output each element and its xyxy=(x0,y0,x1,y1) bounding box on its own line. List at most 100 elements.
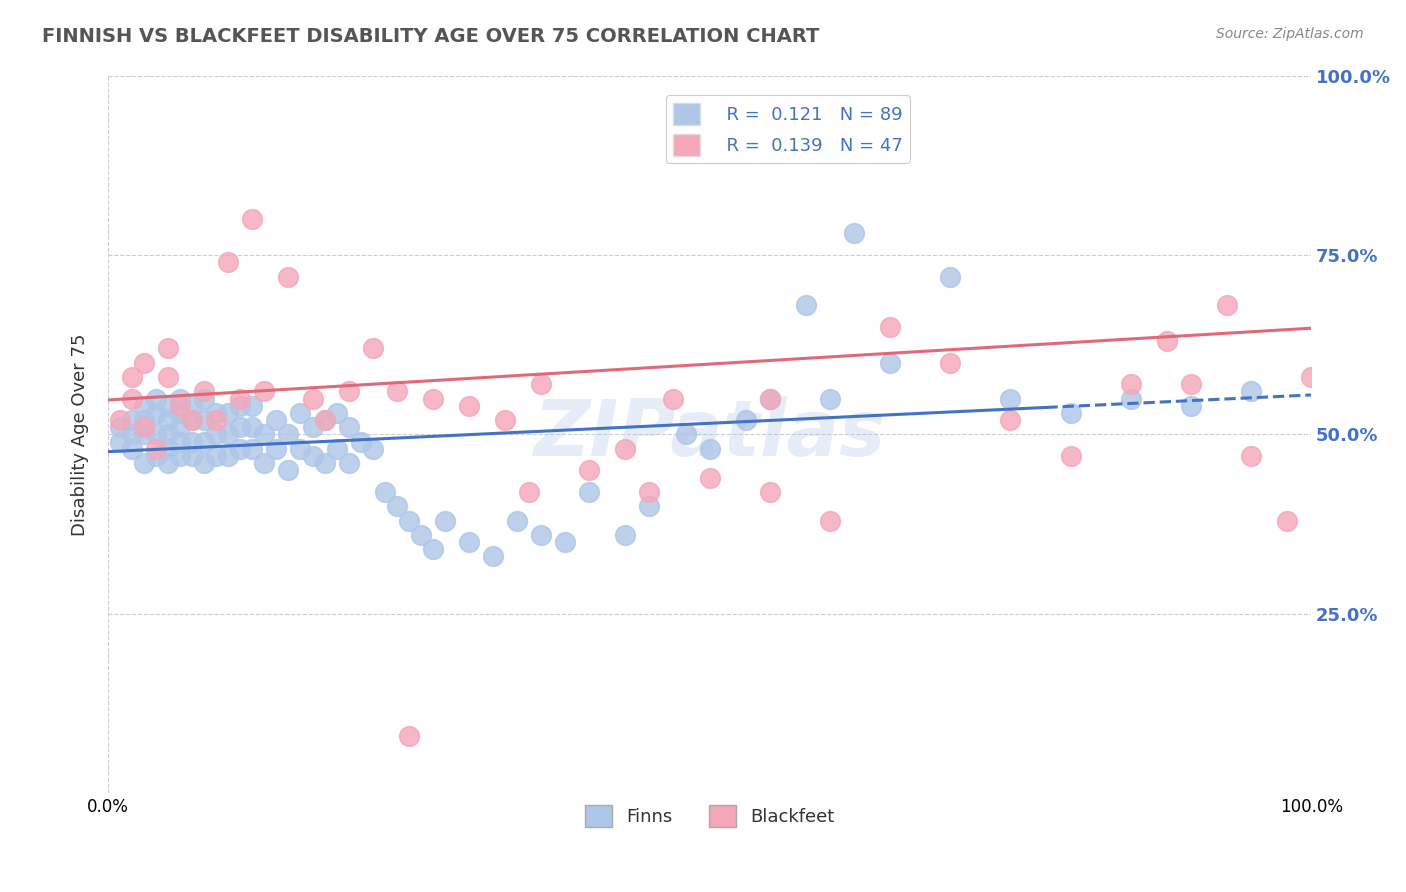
Point xyxy=(530,377,553,392)
Point xyxy=(253,384,276,399)
Point xyxy=(374,484,396,499)
Point xyxy=(169,434,191,449)
Point xyxy=(734,413,756,427)
Point xyxy=(1059,406,1081,420)
Point xyxy=(121,442,143,456)
Point xyxy=(217,427,239,442)
Point xyxy=(818,392,841,406)
Point xyxy=(758,484,780,499)
Point xyxy=(350,434,373,449)
Point xyxy=(229,420,252,434)
Point xyxy=(385,500,408,514)
Point xyxy=(314,413,336,427)
Point xyxy=(229,442,252,456)
Point xyxy=(482,549,505,564)
Point xyxy=(240,212,263,227)
Point xyxy=(699,470,721,484)
Point xyxy=(1000,392,1022,406)
Point xyxy=(157,442,180,456)
Point xyxy=(181,399,204,413)
Point xyxy=(1180,399,1202,413)
Point xyxy=(181,434,204,449)
Point xyxy=(578,484,600,499)
Point xyxy=(266,442,288,456)
Point xyxy=(794,298,817,312)
Point xyxy=(157,456,180,470)
Point xyxy=(301,420,323,434)
Legend: Finns, Blackfeet: Finns, Blackfeet xyxy=(578,798,842,835)
Point xyxy=(325,406,347,420)
Point xyxy=(121,370,143,384)
Point xyxy=(290,442,312,456)
Point xyxy=(132,456,155,470)
Point xyxy=(494,413,516,427)
Point xyxy=(290,406,312,420)
Point xyxy=(132,420,155,434)
Point xyxy=(1180,377,1202,392)
Point xyxy=(229,399,252,413)
Point xyxy=(132,356,155,370)
Point xyxy=(145,427,167,442)
Point xyxy=(157,427,180,442)
Point xyxy=(614,528,637,542)
Point xyxy=(337,384,360,399)
Point xyxy=(217,406,239,420)
Point xyxy=(193,384,215,399)
Point xyxy=(301,392,323,406)
Point xyxy=(217,255,239,269)
Point xyxy=(217,449,239,463)
Point xyxy=(132,413,155,427)
Point xyxy=(879,356,901,370)
Point xyxy=(422,392,444,406)
Point xyxy=(433,514,456,528)
Point xyxy=(1156,334,1178,348)
Point xyxy=(314,413,336,427)
Point xyxy=(1119,377,1142,392)
Point xyxy=(108,434,131,449)
Point xyxy=(266,413,288,427)
Point xyxy=(169,399,191,413)
Point xyxy=(818,514,841,528)
Point xyxy=(662,392,685,406)
Point xyxy=(530,528,553,542)
Point xyxy=(157,399,180,413)
Point xyxy=(108,413,131,427)
Point xyxy=(205,449,228,463)
Point xyxy=(337,456,360,470)
Point xyxy=(193,456,215,470)
Point xyxy=(145,449,167,463)
Point xyxy=(193,392,215,406)
Point xyxy=(132,427,155,442)
Point xyxy=(1301,370,1323,384)
Point xyxy=(121,427,143,442)
Point xyxy=(939,269,962,284)
Point xyxy=(169,392,191,406)
Point xyxy=(398,514,420,528)
Point xyxy=(193,413,215,427)
Point xyxy=(614,442,637,456)
Point xyxy=(169,406,191,420)
Point xyxy=(361,341,384,355)
Point xyxy=(1000,413,1022,427)
Point xyxy=(879,319,901,334)
Point xyxy=(1240,384,1263,399)
Point xyxy=(181,413,204,427)
Point xyxy=(638,500,661,514)
Text: FINNISH VS BLACKFEET DISABILITY AGE OVER 75 CORRELATION CHART: FINNISH VS BLACKFEET DISABILITY AGE OVER… xyxy=(42,27,820,45)
Point xyxy=(193,434,215,449)
Point xyxy=(157,370,180,384)
Point xyxy=(205,427,228,442)
Point xyxy=(1275,514,1298,528)
Point xyxy=(229,392,252,406)
Point xyxy=(1240,449,1263,463)
Point xyxy=(517,484,540,499)
Point xyxy=(361,442,384,456)
Point xyxy=(169,449,191,463)
Point xyxy=(422,542,444,557)
Point xyxy=(1216,298,1239,312)
Point xyxy=(205,406,228,420)
Point xyxy=(277,463,299,477)
Point xyxy=(145,406,167,420)
Point xyxy=(578,463,600,477)
Point xyxy=(240,399,263,413)
